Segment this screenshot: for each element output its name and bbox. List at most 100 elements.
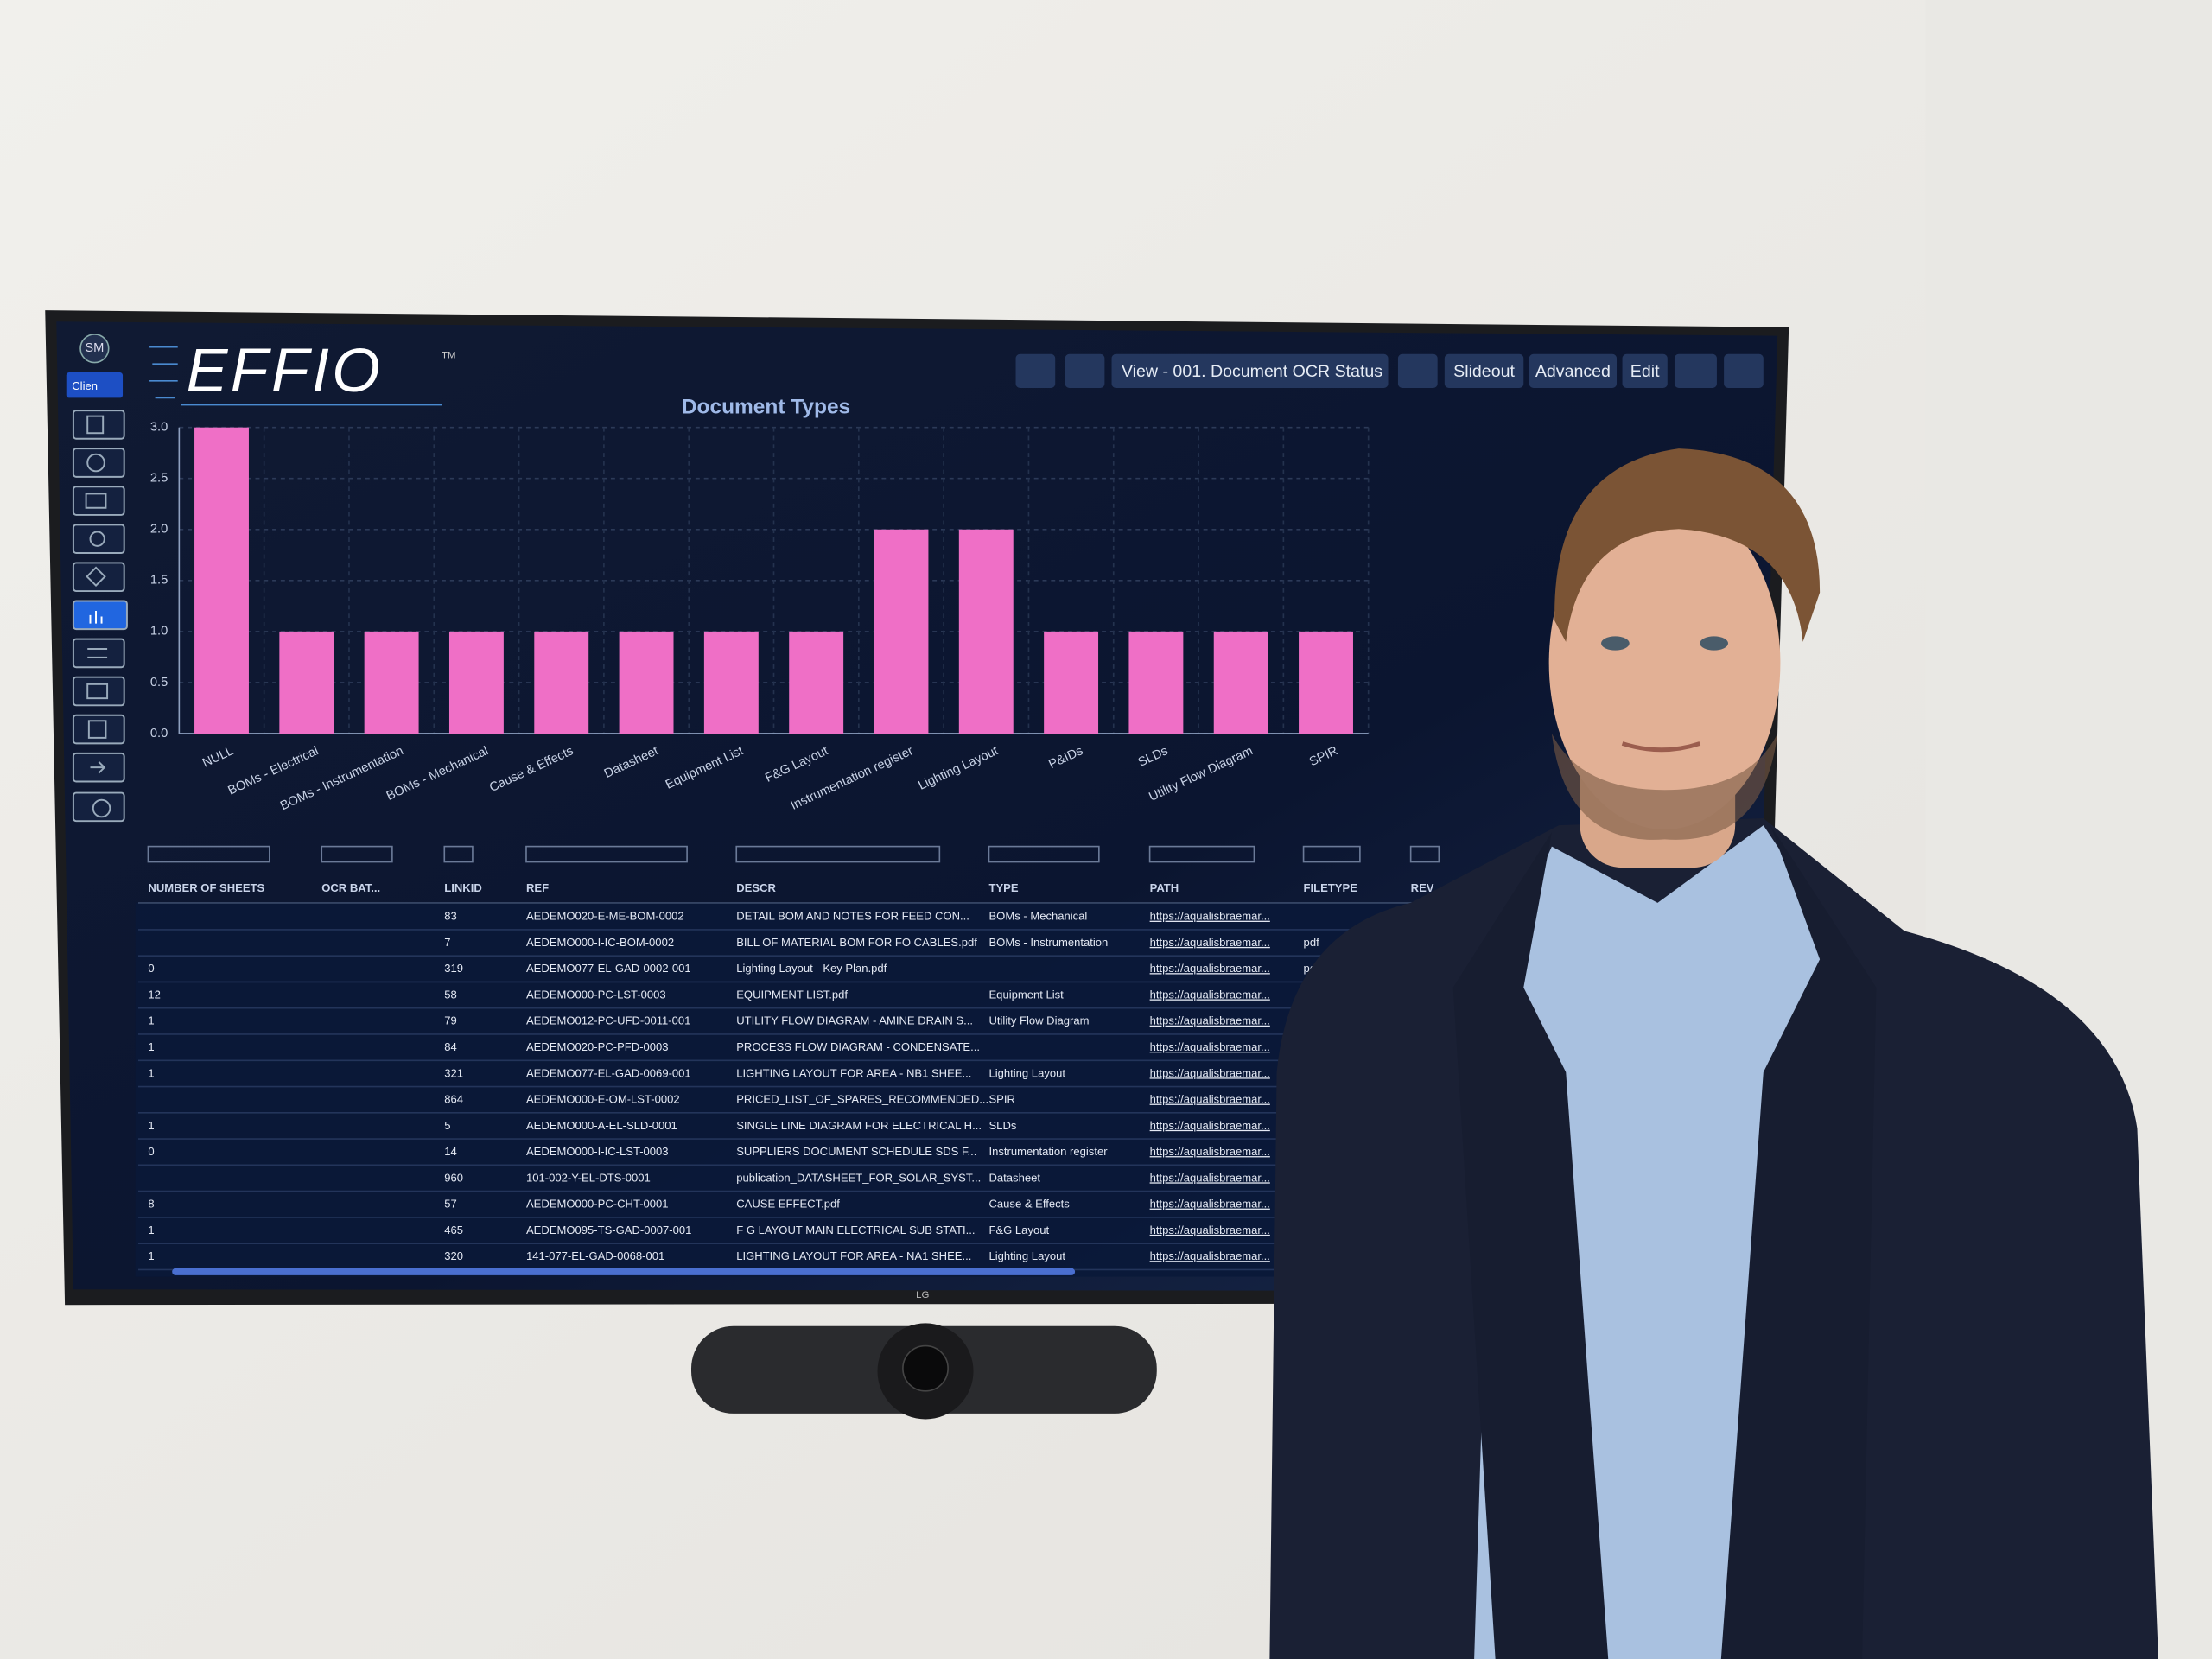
table-cell[interactable]: https://aqualisbraemar... — [1150, 1249, 1270, 1262]
bar — [958, 529, 1014, 734]
tv-brand: LG — [916, 1290, 929, 1300]
column-filter[interactable] — [321, 845, 393, 863]
column-filter[interactable] — [1302, 845, 1361, 863]
table-cell: 321 — [444, 1066, 463, 1079]
table-cell: 57 — [444, 1198, 457, 1211]
view-label: View - 001. Document OCR Status — [1122, 362, 1382, 381]
column-filter[interactable] — [147, 845, 270, 863]
table-cell: 465 — [444, 1224, 463, 1236]
table-cell: 1 — [148, 1014, 154, 1027]
bar — [1299, 631, 1353, 734]
toolbar-button-label: Slideout — [1453, 362, 1515, 381]
y-tick-label: 3.0 — [150, 421, 168, 435]
users-button[interactable] — [1015, 353, 1056, 388]
table-cell: 1 — [148, 1066, 154, 1079]
table-cell: PRICED_LIST_OF_SPARES_RECOMMENDED... — [736, 1093, 988, 1106]
table-cell: 1 — [148, 1040, 154, 1053]
table-cell: PROCESS FLOW DIAGRAM - CONDENSATE... — [736, 1040, 980, 1053]
table-cell[interactable]: https://aqualisbraemar... — [1150, 1040, 1270, 1053]
client-select[interactable] — [66, 372, 124, 398]
column-filter[interactable] — [1409, 845, 1440, 863]
table-cell: AEDEMO000-I-IC-BOM-0002 — [526, 936, 674, 949]
bar — [1128, 631, 1184, 734]
table-cell: pdf — [1304, 936, 1320, 949]
table-cell[interactable]: https://aqualisbraemar... — [1150, 910, 1270, 923]
toolbar-button[interactable] — [1622, 353, 1668, 388]
column-filter[interactable] — [988, 845, 1100, 863]
table-cell: 1 — [148, 1224, 154, 1236]
table-cell: AEDEMO095-TS-GAD-0007-001 — [526, 1224, 691, 1236]
table-cell[interactable]: https://aqualisbraemar... — [1150, 1198, 1270, 1211]
table-cell: 14 — [444, 1145, 457, 1158]
table-cell: AEDEMO000-PC-LST-0003 — [526, 988, 666, 1001]
table-cell[interactable]: https://aqualisbraemar... — [1150, 936, 1270, 949]
view-select[interactable] — [1111, 353, 1389, 388]
table-cell[interactable]: https://aqualisbraemar... — [1150, 1171, 1270, 1184]
logo: EFFIO — [187, 336, 384, 405]
column-filter[interactable] — [735, 845, 941, 863]
table-cell: 12 — [148, 988, 161, 1001]
toolbar-button[interactable] — [1444, 353, 1524, 388]
table-cell: SUPPLIERS DOCUMENT SCHEDULE SDS F... — [736, 1145, 976, 1158]
column-header: TYPE — [988, 881, 1018, 894]
table-cell: Lighting Layout — [988, 1249, 1065, 1262]
camera-lens — [902, 1344, 949, 1392]
table-cell: 84 — [444, 1040, 457, 1053]
table-cell: 101-002-Y-EL-DTS-0001 — [526, 1171, 651, 1184]
logo-tm: TM — [442, 350, 455, 360]
table-cell[interactable]: https://aqualisbraemar... — [1150, 1093, 1270, 1106]
chart-title: Document Types — [682, 395, 850, 418]
y-tick-label: 1.0 — [150, 625, 168, 639]
download-button[interactable] — [1674, 353, 1717, 388]
share-button[interactable] — [1724, 353, 1764, 388]
table-cell[interactable]: https://aqualisbraemar... — [1150, 1145, 1270, 1158]
table-cell: Datasheet — [988, 1171, 1040, 1184]
client-label: Clien — [72, 379, 98, 392]
column-filter[interactable] — [525, 845, 688, 863]
table-cell[interactable]: https://aqualisbraemar... — [1150, 1224, 1270, 1236]
table-cell: 864 — [444, 1093, 463, 1106]
toolbar-button[interactable] — [1529, 353, 1618, 388]
bar — [789, 631, 844, 734]
user-badge[interactable] — [79, 334, 110, 364]
filter-button[interactable] — [1397, 353, 1438, 388]
column-header: DESCR — [736, 881, 776, 894]
column-filter[interactable] — [443, 845, 474, 863]
y-tick-label: 0.5 — [150, 676, 168, 690]
table-cell: F G LAYOUT MAIN ELECTRICAL SUB STATI... — [736, 1224, 975, 1236]
table-cell: 1 — [148, 1249, 154, 1262]
table-cell: 83 — [444, 910, 457, 923]
table-cell: 79 — [444, 1014, 457, 1027]
table-cell: CAUSE EFFECT.pdf — [736, 1198, 840, 1211]
bar — [534, 631, 589, 734]
table-cell[interactable]: https://aqualisbraemar... — [1150, 1014, 1270, 1027]
table-cell: 319 — [444, 962, 463, 975]
user-initials: SM — [85, 341, 104, 355]
column-header: PATH — [1150, 881, 1179, 894]
table-cell: Equipment List — [988, 988, 1064, 1001]
table-cell: publication_DATASHEET_FOR_SOLAR_SYST... — [736, 1171, 981, 1184]
table-cell: 0 — [148, 962, 154, 975]
table-cell: EQUIPMENT LIST.pdf — [736, 988, 848, 1001]
y-tick-label: 2.0 — [150, 523, 168, 537]
table-cell[interactable]: https://aqualisbraemar... — [1150, 988, 1270, 1001]
delete-button[interactable] — [1065, 353, 1105, 388]
column-filter[interactable] — [1148, 845, 1255, 863]
table-cell: Lighting Layout — [988, 1066, 1065, 1079]
table-cell[interactable]: https://aqualisbraemar... — [1150, 1119, 1270, 1132]
table-cell: Cause & Effects — [988, 1198, 1070, 1211]
column-header: OCR BAT... — [321, 881, 380, 894]
y-tick-label: 0.0 — [150, 727, 168, 741]
table-cell: LIGHTING LAYOUT FOR AREA - NA1 SHEE... — [736, 1249, 971, 1262]
table-cell: AEDEMO000-A-EL-SLD-0001 — [526, 1119, 677, 1132]
table-cell: 7 — [444, 936, 450, 949]
y-tick-label: 2.5 — [150, 472, 168, 486]
table-cell: AEDEMO000-I-IC-LST-0003 — [526, 1145, 669, 1158]
table-cell: 5 — [444, 1119, 450, 1132]
table-cell[interactable]: https://aqualisbraemar... — [1150, 962, 1270, 975]
table-cell: 58 — [444, 988, 457, 1001]
bar — [364, 631, 419, 734]
table-cell: UTILITY FLOW DIAGRAM - AMINE DRAIN S... — [736, 1014, 973, 1027]
table-cell[interactable]: https://aqualisbraemar... — [1150, 1066, 1270, 1079]
